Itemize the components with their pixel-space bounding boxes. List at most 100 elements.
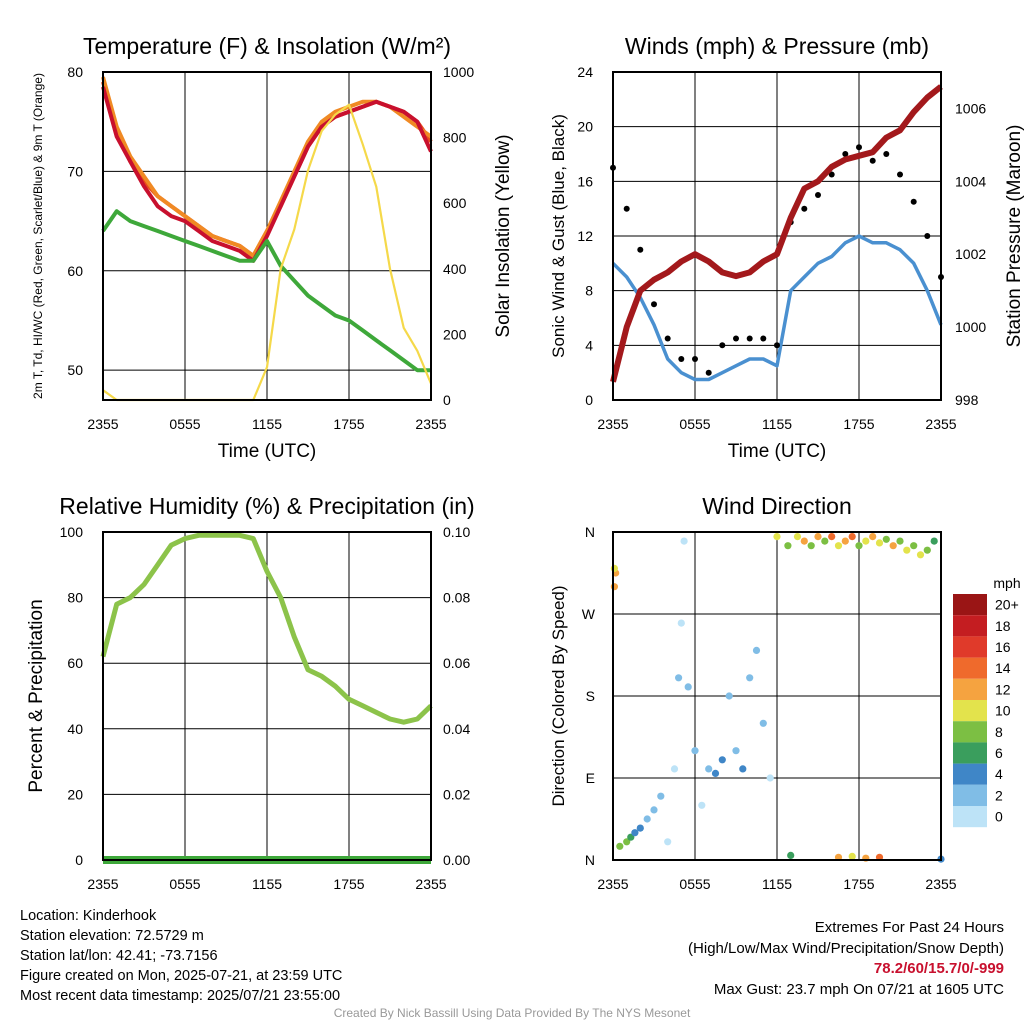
legend-swatch: [953, 700, 987, 722]
x-tick-label: 0555: [679, 876, 710, 892]
y-tick-label: S: [586, 688, 595, 704]
x-tick-label: 0555: [169, 876, 200, 892]
direction-point: [670, 765, 679, 773]
direction-point: [711, 769, 720, 778]
direction-point: [766, 774, 774, 782]
direction-point: [807, 542, 815, 550]
elevation-text: Station elevation: 72.5729 m: [20, 928, 204, 944]
chart-title: Wind Direction: [702, 493, 852, 519]
series-line-0: [611, 234, 943, 382]
direction-point: [677, 619, 685, 627]
legend-label: 18: [995, 618, 1011, 634]
y-axis-label: 2m T, Td, HI/WC (Red, Green, Scarlet/Blu…: [31, 73, 45, 399]
series-line-2: [610, 84, 943, 383]
extremes-legend: (High/Low/Max Wind/Precipitation/Snow De…: [688, 939, 1004, 957]
y-tick-label: 20: [67, 786, 83, 802]
x-tick-label: 1155: [252, 876, 282, 892]
chart-title: Temperature (F) & Insolation (W/m²): [83, 33, 451, 59]
direction-point: [610, 564, 619, 573]
direction-point: [773, 533, 781, 541]
direction-point: [793, 533, 802, 541]
y-tick-label: 70: [67, 163, 83, 179]
x-tick-label: 1755: [843, 876, 874, 892]
x-tick-label: 1755: [333, 876, 364, 892]
panel-frame: [102, 71, 432, 401]
y-tick-label: 20: [577, 119, 593, 135]
direction-point: [814, 533, 822, 541]
legend-label: 2: [995, 787, 1003, 803]
legend-label: 12: [995, 681, 1011, 697]
y-tick-label: 60: [67, 655, 83, 671]
direction-point: [746, 674, 754, 682]
direction-point: [631, 829, 639, 837]
direction-point: [684, 683, 692, 691]
y-right-tick-label: 1004: [955, 173, 986, 189]
x-axis-label: Time (UTC): [728, 441, 827, 462]
y-right-tick-label: 800: [443, 130, 467, 146]
y-tick-label: 40: [67, 721, 83, 737]
y-right-tick-label: 400: [443, 261, 467, 277]
legend-swatch: [953, 594, 987, 616]
series-line-3: [101, 209, 431, 373]
gust-point: [623, 205, 630, 212]
y-right-axis-label: Solar Insolation (Yellow): [493, 134, 514, 337]
legend-label: 0: [995, 809, 1003, 825]
direction-point: [623, 838, 631, 846]
direction-point: [643, 815, 651, 823]
y-right-tick-label: 1006: [955, 100, 986, 116]
direction-point: [752, 646, 761, 655]
legend-swatch: [953, 784, 987, 806]
direction-point: [610, 583, 619, 591]
legend-swatch: [953, 657, 987, 679]
legend-swatch: [953, 742, 987, 764]
x-tick-label: 2355: [925, 416, 956, 432]
x-tick-label: 1755: [333, 416, 364, 432]
recent-text: Most recent data timestamp: 2025/07/21 2…: [20, 988, 341, 1004]
direction-point: [739, 765, 747, 773]
gust-point: [692, 356, 698, 362]
legend-swatch: [953, 636, 987, 658]
y-tick-label: 16: [577, 173, 593, 189]
gust-point: [760, 335, 767, 342]
x-tick-label: 2355: [925, 876, 956, 892]
y-tick-label: 4: [585, 337, 593, 353]
direction-point: [930, 537, 938, 545]
y-axis-label: Direction (Colored By Speed): [549, 585, 568, 806]
y-right-tick-label: 0.06: [443, 655, 470, 671]
direction-point: [705, 765, 713, 773]
y-tick-label: 100: [60, 524, 84, 540]
legend-swatch: [953, 721, 987, 743]
x-tick-label: 2355: [415, 876, 446, 892]
gust-point: [746, 335, 753, 342]
x-tick-label: 2355: [415, 416, 446, 432]
direction-point: [828, 533, 836, 541]
chart-title: Relative Humidity (%) & Precipitation (i…: [59, 493, 474, 519]
legend-swatch: [953, 678, 987, 700]
chart-title: Winds (mph) & Pressure (mb): [625, 33, 929, 59]
y-right-tick-label: 0.00: [443, 852, 470, 868]
direction-point: [841, 537, 849, 545]
direction-point: [636, 824, 644, 832]
gust-point: [664, 335, 671, 342]
station-info: Location: Kinderhook Station elevation: …: [20, 906, 342, 1006]
gust-point: [883, 151, 890, 157]
legend-swatch: [953, 615, 987, 637]
legend-label: 10: [995, 703, 1011, 719]
y-tick-label: N: [585, 524, 595, 540]
gust-point: [651, 301, 657, 308]
y-axis-label: Sonic Wind & Gust (Blue, Black): [549, 114, 568, 358]
direction-point: [923, 546, 931, 554]
created-text: Figure created on Mon, 2025-07-21, at 23…: [20, 968, 343, 984]
x-tick-label: 1155: [762, 416, 792, 432]
direction-point: [862, 537, 870, 545]
gust-point: [774, 342, 780, 349]
direction-point: [834, 542, 843, 550]
direction-point: [910, 542, 918, 550]
series-line-0: [100, 532, 433, 725]
y-tick-label: 0: [585, 392, 593, 408]
y-right-tick-label: 1000: [443, 64, 474, 80]
gust-point: [856, 144, 862, 151]
direction-point: [903, 546, 911, 554]
gust-point: [801, 205, 808, 212]
